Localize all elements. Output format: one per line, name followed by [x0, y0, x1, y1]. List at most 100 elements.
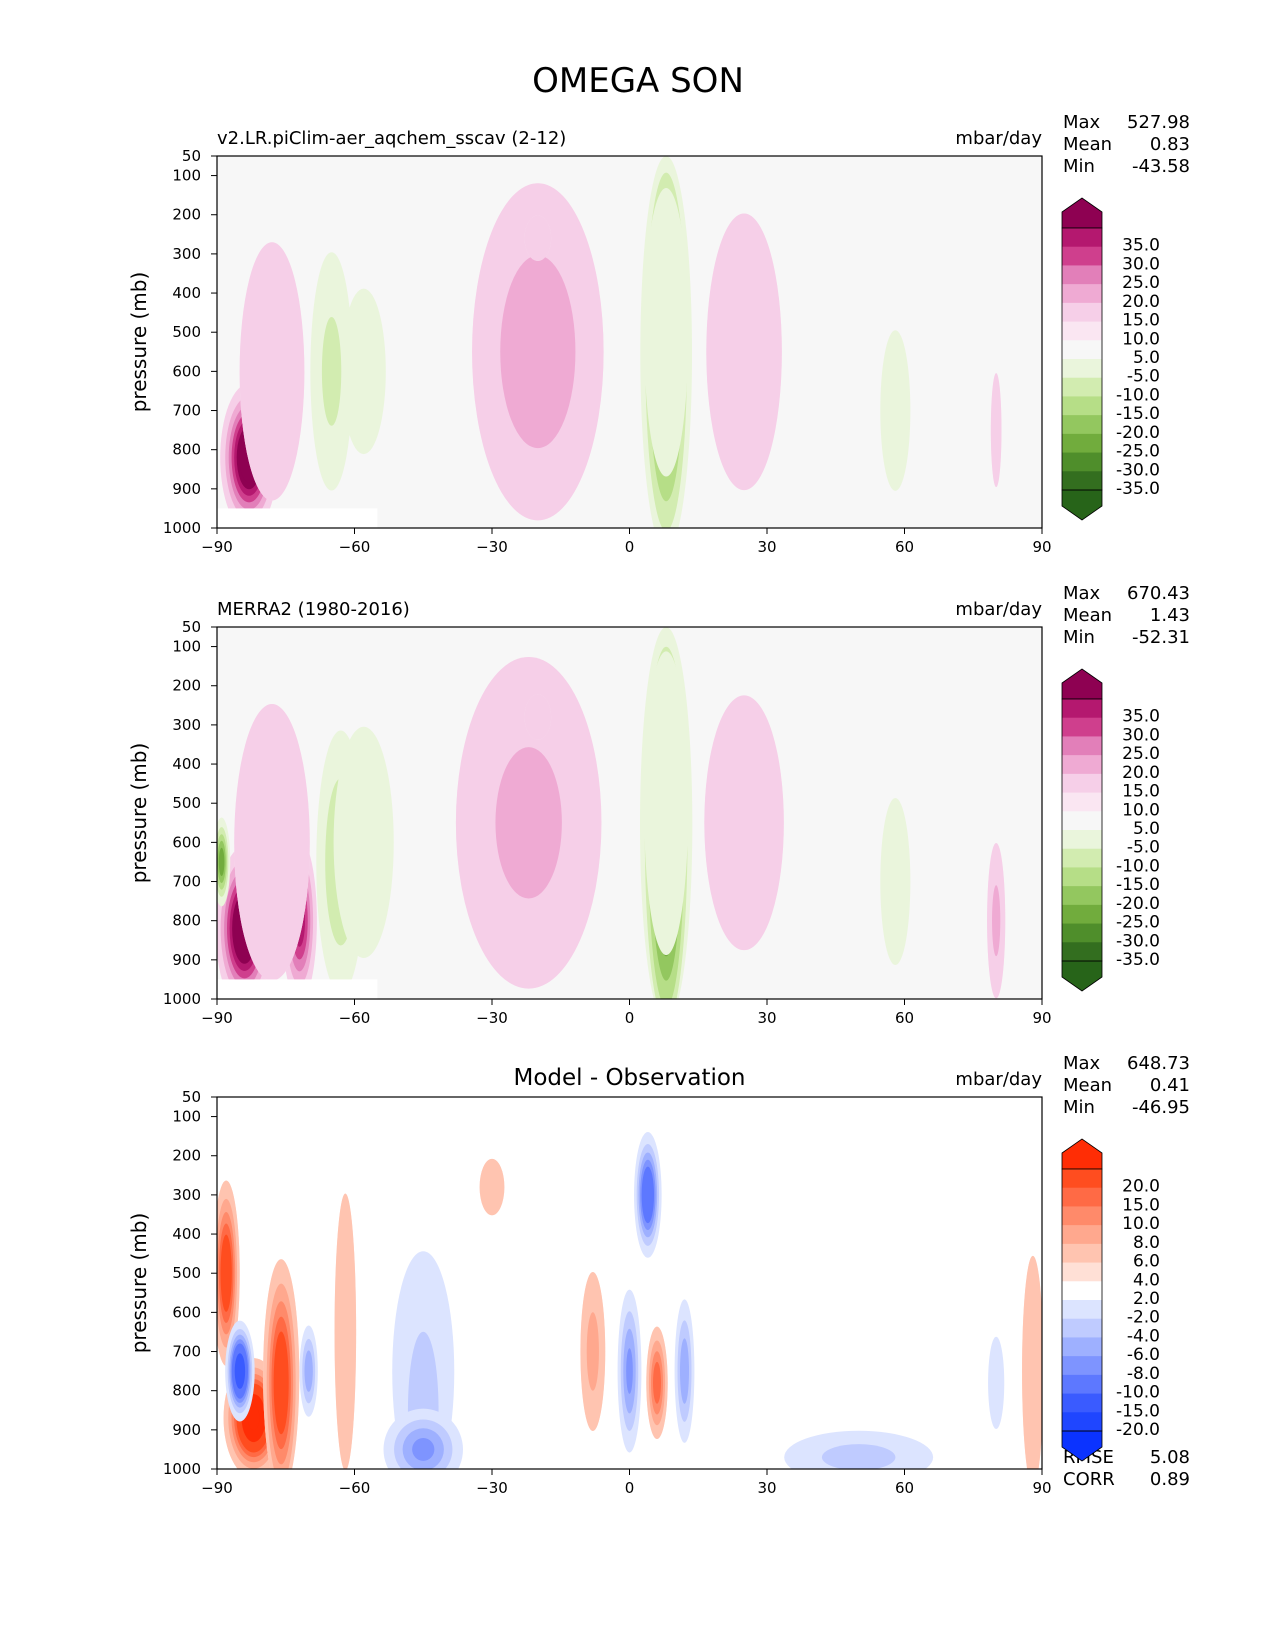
field-contours	[217, 1132, 1042, 1469]
colorbar-label: 5.0	[1133, 348, 1160, 368]
colorbar-label: -5.0	[1127, 367, 1160, 387]
y-axis-label: pressure (mb)	[127, 743, 151, 884]
panel-1: −90 −60 −30 0 30 60 90 50 100 200 300 400 500 600 700 8…	[127, 112, 1190, 556]
y-tick-label: 300	[172, 716, 201, 734]
panel-2: −90 −60 −30 0 30 60 90 50 100 200 300 400 500 600 700 8…	[127, 583, 1190, 1027]
colorbar-label: -20.0	[1116, 1420, 1160, 1440]
y-tick-label: 50	[182, 1088, 201, 1106]
contour-3-6	[273, 1331, 289, 1435]
colorbar-label: -15.0	[1116, 1401, 1160, 1421]
missing-data-mask	[217, 508, 378, 528]
panels: −90 −60 −30 0 30 60 90501002003004005006007008…	[127, 112, 1190, 1497]
stat-value: -46.95	[1132, 1097, 1190, 1118]
stat-label: Mean	[1063, 605, 1112, 626]
y-tick-label: 800	[172, 1382, 201, 1400]
contour-16-2	[1022, 1255, 1042, 1469]
contour-6-2	[524, 215, 552, 262]
colorbar-label: 35.0	[1122, 707, 1160, 727]
colorbar-box	[1062, 1356, 1102, 1376]
y-tick-label: 1000	[163, 519, 201, 537]
colorbar-box	[1062, 1243, 1102, 1264]
colorbar-box	[1062, 755, 1102, 775]
contour-5-3	[304, 1350, 313, 1392]
colorbar-label: 2.0	[1133, 1289, 1160, 1309]
stat-value: 0.89	[1150, 1469, 1190, 1490]
colorbar-box	[1062, 942, 1102, 962]
colorbar-frame	[1061, 698, 1103, 962]
contour-2-6	[220, 1234, 232, 1312]
colorbar-label: 25.0	[1122, 744, 1160, 764]
y-tick-label: 500	[172, 794, 201, 812]
x-tick-label: 90	[1032, 538, 1051, 556]
colorbar-box	[1062, 1300, 1102, 1320]
x-tick-label: 30	[757, 538, 776, 556]
y-tick-label: 200	[172, 677, 201, 695]
y-tick-label: 300	[172, 1186, 201, 1204]
x-tick-label: 60	[895, 1479, 914, 1497]
stat-label: Min	[1063, 1097, 1095, 1118]
y-tick-label: 900	[172, 1421, 201, 1439]
colorbar-label: 20.0	[1122, 292, 1160, 312]
contour-3-2	[234, 704, 310, 981]
colorbar-box	[1062, 1393, 1102, 1413]
stat-value: -43.58	[1132, 156, 1190, 177]
colorbar-label: 25.0	[1122, 273, 1160, 293]
y-tick-label: 400	[172, 1225, 201, 1243]
contour-10-1	[880, 330, 911, 491]
y-tick-label: 800	[172, 912, 201, 930]
stat-label: Mean	[1063, 1075, 1112, 1096]
colorbar-label: 4.0	[1133, 1270, 1160, 1290]
colorbar-label: 5.0	[1133, 819, 1160, 839]
colorbar-label: -35.0	[1116, 950, 1160, 970]
colorbar-box	[1062, 1187, 1102, 1207]
contour-12-1	[880, 798, 911, 966]
colorbar-extend-min	[1061, 489, 1103, 521]
colorbar-label: -15.0	[1116, 404, 1160, 424]
contour-6-1	[333, 726, 394, 959]
colorbar-label: 10.0	[1122, 1214, 1160, 1234]
colorbar-box	[1062, 1169, 1102, 1189]
colorbar-box	[1062, 923, 1102, 943]
x-tick-label: −30	[476, 1009, 508, 1027]
contour-5-3	[500, 255, 576, 449]
contour-10-3	[586, 1312, 599, 1391]
y-tick-label: 800	[172, 441, 201, 459]
colorbar-box	[1062, 415, 1102, 435]
figure-title: OMEGA SON	[532, 61, 744, 101]
x-tick-label: 90	[1032, 1009, 1051, 1027]
x-tick-label: 0	[625, 538, 635, 556]
colorbar-box	[1062, 699, 1102, 719]
colorbar-box	[1062, 302, 1102, 323]
colorbar-box	[1062, 246, 1102, 266]
y-tick-label: 400	[172, 755, 201, 773]
contour-4-1	[341, 288, 386, 455]
x-tick-label: −60	[339, 1479, 371, 1497]
panel-subtitle: v2.LR.piClim-aer_aqchem_sscav (2-12)	[217, 128, 566, 149]
colorbar-label: 8.0	[1133, 1233, 1160, 1253]
stat-label: Max	[1063, 1053, 1101, 1074]
x-tick-label: −90	[201, 538, 233, 556]
y-axis-label: pressure (mb)	[127, 272, 151, 413]
colorbar-extend-max	[1061, 197, 1103, 229]
colorbar-box	[1062, 717, 1102, 737]
colorbar-box	[1062, 886, 1102, 906]
stat-label: Mean	[1063, 134, 1112, 155]
colorbar-box	[1062, 359, 1102, 379]
colorbar-box	[1062, 1374, 1102, 1395]
colorbar-box	[1062, 340, 1102, 360]
contour-3-2	[321, 316, 342, 426]
x-tick-label: 30	[757, 1009, 776, 1027]
colorbar-box	[1062, 377, 1102, 397]
contour-13-3	[992, 885, 1001, 957]
x-tick-label: 60	[895, 1009, 914, 1027]
stat-label: Min	[1063, 627, 1095, 648]
x-tick-label: 30	[757, 1479, 776, 1497]
contour-4-5	[218, 847, 225, 877]
stat-label: Max	[1063, 583, 1101, 604]
contour-13-5	[653, 1361, 661, 1404]
colorbar-box	[1062, 396, 1102, 416]
y-tick-label: 200	[172, 206, 201, 224]
y-tick-label: 100	[172, 638, 201, 656]
y-tick-label: 600	[172, 362, 201, 380]
contour-11-2	[704, 695, 784, 951]
